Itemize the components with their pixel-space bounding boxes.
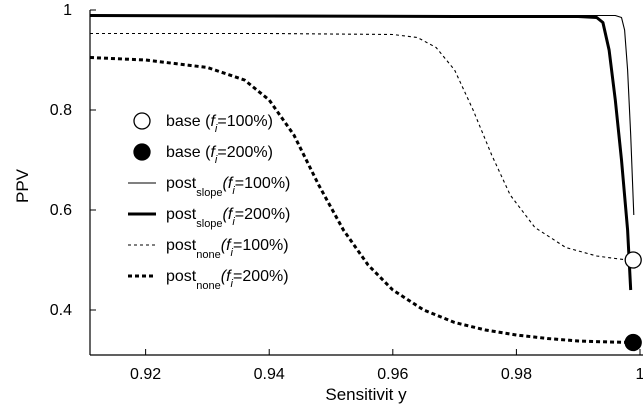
- series-line-slope200: [90, 14, 633, 291]
- x-tick-label: 0.98: [501, 366, 532, 383]
- plot-axes: [89, 10, 643, 356]
- legend-label-none200: postnone(fi=200%): [166, 268, 289, 292]
- points-layer: [624, 251, 642, 352]
- legend-marker-base100: [133, 112, 151, 130]
- legend-entry-none200: postnone(fi=200%): [128, 268, 289, 292]
- legend-label-slope200: postslope(fi=200%): [166, 206, 290, 230]
- legend-entry-base200: base (fi=200%): [133, 143, 273, 166]
- x-tick-label: 0.92: [130, 366, 161, 383]
- legend-entry-base100: base (fi=100%): [133, 112, 273, 135]
- legend-label-none100: postnone(fi=100%): [166, 237, 289, 261]
- legend-entry-slope200: postslope(fi=200%): [128, 206, 290, 230]
- legend-label-slope100: postslope(fi=100%): [166, 175, 290, 199]
- point-base100: [624, 251, 642, 269]
- y-tick-label: 1: [63, 2, 72, 19]
- point-base200: [624, 333, 642, 352]
- x-axis-label: Sensitivit y: [325, 385, 407, 404]
- y-tick-label: 0.6: [50, 202, 72, 219]
- series-line-none100: [90, 32, 634, 261]
- x-axis-ticks: 0.92 0.94 0.96 0.98 1: [130, 349, 643, 383]
- legend-label-base200: base (fi=200%): [166, 144, 273, 166]
- y-tick-label: 0.8: [50, 102, 72, 119]
- y-tick-label: 0.4: [50, 302, 72, 319]
- x-tick-label: 0.94: [254, 366, 285, 383]
- y-axis-ticks: 0.4 0.6 0.8 1: [50, 2, 96, 319]
- y-axis-label: PPV: [13, 168, 32, 203]
- x-tick-label: 1: [636, 366, 643, 383]
- legend-label-base100: base (fi=100%): [166, 113, 273, 135]
- legend-entry-none100: postnone(fi=100%): [128, 237, 289, 261]
- series-layer: [90, 14, 635, 344]
- x-tick-label: 0.96: [377, 366, 408, 383]
- legend-entry-slope100: postslope(fi=100%): [128, 175, 290, 199]
- legend-marker-base200: [133, 143, 151, 161]
- legend: base (fi=100%) base (fi=200%) postslope(fi…: [128, 112, 290, 292]
- series-line-none200: [90, 56, 634, 344]
